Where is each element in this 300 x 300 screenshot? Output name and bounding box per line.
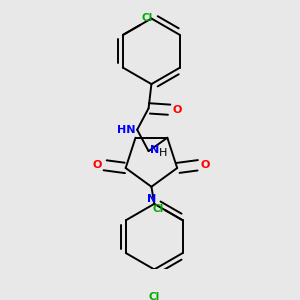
Text: HN: HN <box>117 125 136 135</box>
Text: Cl: Cl <box>149 292 160 300</box>
Text: N: N <box>147 194 156 204</box>
Text: O: O <box>172 105 182 115</box>
Text: Cl: Cl <box>142 14 153 23</box>
Text: Cl: Cl <box>153 204 164 214</box>
Text: O: O <box>93 160 102 170</box>
Text: N: N <box>150 145 159 155</box>
Text: O: O <box>201 160 210 170</box>
Text: H: H <box>159 148 167 158</box>
